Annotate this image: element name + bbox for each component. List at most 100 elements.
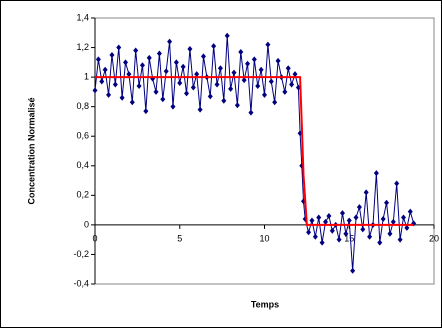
x-tick-label: 0 (92, 233, 97, 243)
data-point (251, 56, 257, 63)
data-point (184, 90, 190, 97)
x-tick-label: 5 (177, 233, 182, 243)
data-point (346, 217, 352, 224)
data-point (258, 66, 264, 73)
data-point (143, 108, 149, 115)
data-point (190, 84, 196, 91)
series-line (95, 76, 414, 226)
data-point (228, 85, 234, 92)
data-point (224, 32, 230, 39)
data-point (112, 81, 118, 88)
data-point (380, 215, 386, 222)
data-point (211, 43, 217, 50)
data-point (238, 48, 244, 55)
y-tick-label: 1,4 (76, 12, 89, 22)
data-point (146, 54, 152, 61)
data-point (139, 62, 145, 69)
y-tick-label: 0,4 (76, 160, 89, 170)
data-point (194, 71, 200, 78)
data-point (99, 78, 105, 85)
y-tick-label: 0,8 (76, 101, 89, 111)
x-axis-title: Temps (251, 299, 279, 309)
data-point (289, 81, 295, 88)
data-point (312, 233, 318, 240)
x-tick-label: 10 (259, 233, 269, 243)
data-point (350, 267, 356, 274)
x-tick-label: 20 (429, 233, 439, 243)
data-point (200, 53, 206, 60)
data-point (400, 214, 406, 221)
data-point (95, 56, 101, 63)
data-point (241, 77, 247, 84)
data-point (255, 82, 261, 89)
y-axis-title: Concentration Normalisé (26, 97, 36, 204)
data-point (387, 230, 393, 237)
data-point (173, 59, 179, 66)
data-point (187, 46, 193, 53)
data-point (126, 71, 132, 78)
data-point (167, 38, 173, 45)
data-point (339, 210, 345, 217)
data-point (394, 180, 400, 187)
data-point (272, 99, 278, 106)
data-point (248, 109, 254, 116)
y-tick-label: -0,2 (73, 249, 89, 259)
data-point (384, 199, 390, 206)
y-tick-label: 0,6 (76, 131, 89, 141)
data-point (363, 189, 369, 196)
data-point (353, 214, 359, 221)
data-point (180, 63, 186, 70)
data-point (231, 69, 237, 76)
data-point (319, 239, 325, 246)
data-point (360, 226, 366, 233)
data-point (323, 218, 329, 225)
data-point (343, 230, 349, 237)
data-point (309, 217, 315, 224)
data-point (397, 236, 403, 243)
data-point (329, 227, 335, 234)
data-point (102, 66, 108, 73)
data-point (106, 91, 112, 98)
data-point (282, 88, 288, 95)
data-point (377, 239, 383, 246)
data-point (156, 50, 162, 57)
y-tick-label: -0,4 (73, 278, 89, 288)
data-point (177, 80, 183, 87)
data-point (197, 106, 203, 113)
data-point (214, 81, 220, 88)
data-point (153, 88, 159, 95)
data-point (170, 103, 176, 110)
data-point (217, 65, 223, 72)
data-point (92, 87, 98, 94)
data-point (160, 96, 166, 103)
data-point (265, 41, 271, 48)
data-point (404, 224, 410, 231)
data-point (234, 102, 240, 109)
data-point (316, 214, 322, 221)
data-point (390, 218, 396, 225)
data-point (221, 97, 227, 104)
data-point (285, 65, 291, 72)
y-tick-label: 1 (84, 71, 89, 81)
data-point (336, 236, 342, 243)
data-point (136, 82, 142, 89)
data-point (262, 91, 267, 98)
data-point (123, 59, 129, 66)
data-point (407, 208, 413, 215)
data-point (109, 51, 115, 58)
data-point (268, 78, 274, 85)
data-point (373, 170, 379, 177)
data-point (367, 233, 373, 240)
y-tick-label: 1,2 (76, 42, 89, 52)
data-point (275, 57, 281, 64)
data-point (163, 68, 169, 75)
y-tick-label: 0,2 (76, 190, 89, 200)
data-point (116, 44, 122, 51)
data-point (119, 94, 125, 101)
data-point (326, 213, 332, 220)
data-point (245, 60, 251, 67)
data-point (292, 71, 298, 78)
data-point (129, 99, 135, 106)
